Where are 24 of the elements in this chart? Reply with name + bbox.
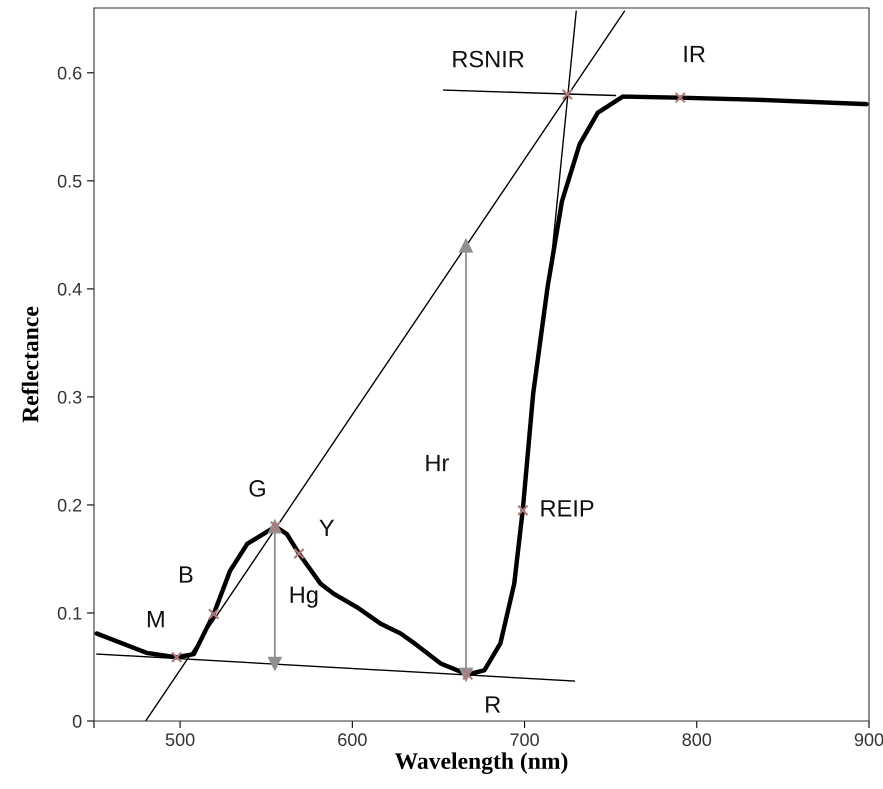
x-tick-label: 500 [166,733,194,746]
y-tick-label: 0.5 [58,174,82,188]
y-tick-label: 0.6 [58,66,82,80]
y-tick-label: 0.3 [58,390,82,404]
annotation: G [249,480,265,497]
annotation: IR [684,46,705,62]
y-tick-label: 0.2 [58,498,82,512]
annotation: RSNIR [453,50,524,68]
x-axis-title: Wavelength (nm) [394,752,568,774]
y-tick-label: 0 [72,714,82,728]
y-axis-title: Reflectance [22,306,38,422]
annotation: Hr [426,454,449,472]
annotation: REIP [541,500,594,516]
annotation: B [180,566,193,583]
x-tick-label: 600 [338,733,367,746]
x-tick-label: 800 [682,733,712,746]
x-tick-label: 700 [510,733,539,746]
annotation: Hg [290,586,318,608]
y-tick-label: 0.4 [58,282,82,296]
annotation: R [486,696,500,713]
x-tick-label: 900 [854,733,883,746]
annotation: M [148,611,164,628]
annotation: Y [319,520,334,536]
y-tick-label: 0.1 [58,606,82,620]
